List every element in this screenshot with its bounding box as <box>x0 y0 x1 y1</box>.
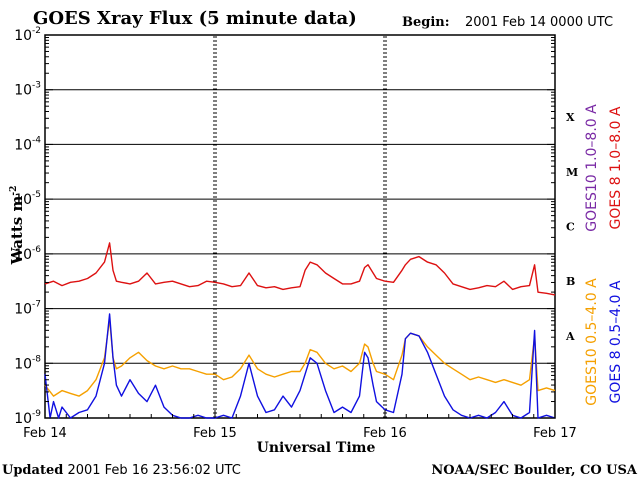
plot-grid <box>45 36 555 418</box>
y-tick-exponent: -6 <box>32 245 41 255</box>
y-axis-ticks: 10-210-310-410-510-610-710-810-9 <box>14 26 555 427</box>
y-axis-label-main: Watts m <box>8 196 26 266</box>
y-tick-base: 10 <box>14 28 32 44</box>
y-axis-label: Watts m-2 <box>8 186 26 266</box>
y-tick-base: 10 <box>14 356 32 372</box>
updated-line: Updated 2001 Feb 16 23:56:02 UTC <box>2 463 241 478</box>
y-tick-base: 10 <box>14 302 32 318</box>
legend-entry: GOES10 0.5–4.0 A <box>584 278 600 406</box>
begin-value: 2001 Feb 14 0000 UTC <box>465 15 613 30</box>
y-tick-base: 10 <box>14 247 32 263</box>
y-tick-base: 10 <box>14 192 32 208</box>
updated-value: 2001 Feb 16 23:56:02 UTC <box>67 463 240 478</box>
series-layer <box>44 242 556 419</box>
y-tick-exponent: -2 <box>32 26 41 36</box>
updated-label: Updated <box>2 463 63 478</box>
series-line-2 <box>44 313 556 419</box>
y-tick-base: 10 <box>14 137 32 153</box>
y-tick-label: 10-5 <box>14 190 41 208</box>
y-tick-label: 10-7 <box>14 300 41 318</box>
x-tick-label: Feb 16 <box>363 426 407 441</box>
y-tick-base: 10 <box>14 411 32 427</box>
flare-class-labels: X M C B A <box>565 111 578 343</box>
plot-area <box>44 34 556 419</box>
source-credit: NOAA/SEC Boulder, CO USA <box>431 463 638 478</box>
y-tick-exponent: -5 <box>32 190 41 200</box>
legend-entry: GOES 8 1.0–8.0 A <box>608 106 624 229</box>
y-tick-base: 10 <box>14 83 32 99</box>
y-tick-exponent: -3 <box>32 81 41 91</box>
flare-class-label: M <box>566 166 578 179</box>
y-tick-label: 10-4 <box>14 135 41 153</box>
x-tick-label: Feb 14 <box>23 426 67 441</box>
plot-border <box>44 34 556 419</box>
x-tick-label: Feb 17 <box>533 426 577 441</box>
flare-class-label: A <box>565 330 575 343</box>
y-tick-exponent: -4 <box>32 135 41 145</box>
y-axis-label-sup: -2 <box>9 186 19 196</box>
legend-entry: GOES 8 0.5–4.0 A <box>608 280 624 403</box>
flare-class-label: C <box>566 221 575 234</box>
y-tick-exponent: -8 <box>32 354 41 364</box>
x-tick-label: Feb 15 <box>193 426 237 441</box>
flare-class-label: B <box>566 275 575 288</box>
y-tick-exponent: -9 <box>32 409 41 419</box>
chart-title: GOES Xray Flux (5 minute data) <box>33 8 357 29</box>
x-axis-ticks: Feb 14 Feb 15 Feb 16 Feb 17 <box>23 410 577 441</box>
y-tick-exponent: -7 <box>32 300 41 310</box>
begin-label: Begin: <box>402 15 450 30</box>
series-line-0 <box>44 242 556 296</box>
y-tick-label: 10-6 <box>14 245 41 263</box>
legend: GOES10 1.0–8.0 A GOES 8 1.0–8.0 A GOES10 0… <box>584 104 624 406</box>
y-tick-label: 10-8 <box>14 354 41 372</box>
y-tick-label: 10-2 <box>14 26 41 44</box>
y-tick-label: 10-3 <box>14 81 41 99</box>
y-tick-label: 10-9 <box>14 409 41 427</box>
flare-class-label: X <box>566 111 575 124</box>
legend-entry: GOES10 1.0–8.0 A <box>584 104 600 232</box>
series-line-1 <box>44 318 556 397</box>
x-axis-label: Universal Time <box>257 440 376 456</box>
